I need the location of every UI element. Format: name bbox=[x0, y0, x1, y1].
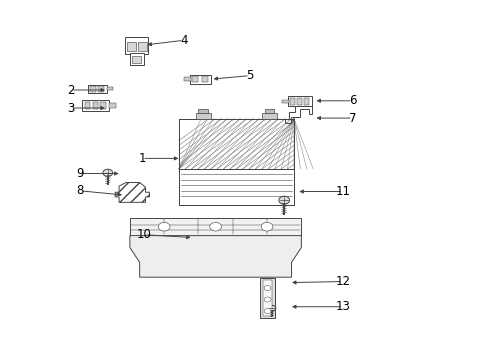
Bar bbox=[262, 113, 277, 119]
Bar bbox=[179, 119, 294, 169]
Bar bbox=[93, 102, 98, 109]
Circle shape bbox=[261, 222, 273, 231]
Bar bbox=[107, 87, 113, 90]
Bar bbox=[98, 86, 104, 92]
Bar bbox=[288, 96, 312, 106]
Bar bbox=[190, 75, 211, 84]
Text: 11: 11 bbox=[336, 185, 350, 198]
Text: 1: 1 bbox=[138, 152, 146, 165]
Bar bbox=[202, 76, 208, 82]
Bar bbox=[109, 103, 116, 108]
Text: 8: 8 bbox=[76, 184, 84, 197]
Circle shape bbox=[103, 169, 113, 176]
Bar bbox=[184, 77, 191, 81]
Bar bbox=[196, 113, 211, 119]
Text: 2: 2 bbox=[67, 84, 75, 96]
Bar bbox=[138, 42, 147, 51]
Polygon shape bbox=[115, 183, 149, 202]
Text: 5: 5 bbox=[246, 69, 254, 82]
Bar bbox=[297, 98, 302, 105]
Bar bbox=[263, 280, 272, 316]
Polygon shape bbox=[130, 218, 301, 235]
Bar bbox=[82, 100, 109, 111]
Bar bbox=[130, 53, 144, 65]
Polygon shape bbox=[285, 106, 312, 123]
Circle shape bbox=[268, 305, 276, 311]
Text: 6: 6 bbox=[349, 94, 357, 107]
Bar bbox=[198, 109, 208, 113]
Text: 10: 10 bbox=[137, 228, 152, 241]
Text: 13: 13 bbox=[336, 300, 350, 313]
Bar bbox=[127, 42, 136, 51]
Bar bbox=[90, 86, 96, 92]
Bar bbox=[179, 119, 294, 169]
Bar bbox=[100, 102, 106, 109]
Bar bbox=[260, 278, 275, 318]
Text: 4: 4 bbox=[180, 34, 188, 47]
Bar bbox=[304, 98, 309, 105]
Circle shape bbox=[279, 196, 290, 204]
Bar bbox=[265, 109, 274, 113]
Circle shape bbox=[264, 297, 271, 302]
Text: 3: 3 bbox=[67, 102, 75, 114]
Text: 9: 9 bbox=[76, 167, 84, 180]
Bar bbox=[282, 100, 289, 103]
Bar bbox=[125, 37, 148, 54]
FancyBboxPatch shape bbox=[88, 85, 107, 93]
Text: 12: 12 bbox=[336, 275, 350, 288]
Bar bbox=[179, 169, 294, 205]
Circle shape bbox=[264, 309, 271, 314]
Bar bbox=[85, 102, 90, 109]
Bar bbox=[132, 56, 141, 63]
Bar bbox=[290, 98, 295, 105]
Bar bbox=[192, 76, 198, 82]
Circle shape bbox=[210, 222, 221, 231]
Circle shape bbox=[264, 285, 271, 291]
Bar bbox=[179, 119, 294, 205]
Polygon shape bbox=[130, 235, 301, 277]
Text: 7: 7 bbox=[349, 112, 357, 125]
Circle shape bbox=[158, 222, 170, 231]
